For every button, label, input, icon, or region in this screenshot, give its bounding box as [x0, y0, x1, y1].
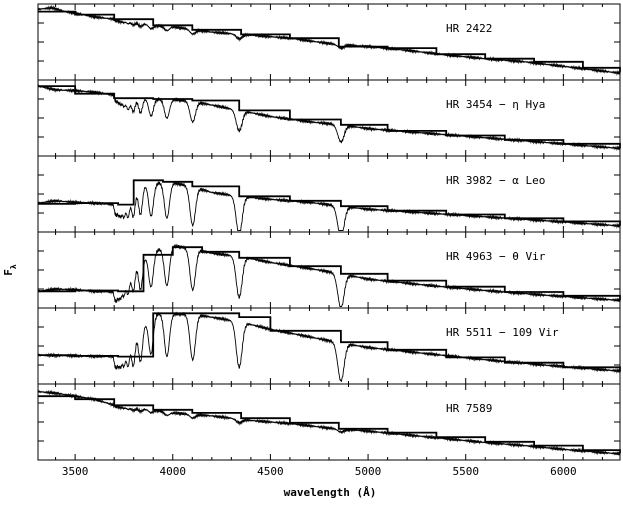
svg-text:Fλ: Fλ: [2, 264, 18, 276]
observed-spectrum: [37, 180, 621, 231]
observed-spectrum: [37, 389, 621, 456]
panel-label: HR 4963 − θ Vir: [446, 250, 546, 263]
panel-1: HR 2422: [37, 3, 621, 81]
y-axis-title-main: F: [2, 269, 15, 276]
panels-group: HR 2422 HR 3454 − η Hya HR 3982 − α Leo HR …: [37, 3, 621, 461]
template-spectrum: [38, 395, 621, 454]
y-axis-title-subscript: λ: [9, 264, 18, 269]
template-spectrum: [38, 246, 621, 301]
x-tick-label: 6000: [550, 465, 577, 478]
y-axis-title: Fλ: [2, 264, 18, 276]
x-axis-title: wavelength (Å): [284, 486, 377, 499]
x-tick-label: 5000: [355, 465, 382, 478]
observed-spectrum: [37, 311, 621, 382]
template-spectrum: [38, 10, 621, 73]
x-tick-labels: 3500 4000 4500 5000 5500 6000: [62, 465, 577, 478]
panel-label: HR 3982 − α Leo: [446, 174, 545, 187]
panel-2: HR 3454 − η Hya: [37, 79, 621, 157]
observed-spectrum: [37, 84, 621, 152]
panel-label: HR 3454 − η Hya: [446, 98, 545, 111]
panel-label: HR 2422: [446, 22, 492, 35]
observed-spectrum: [37, 243, 621, 307]
panel-6: HR 7589: [37, 383, 621, 461]
panel-4: HR 4963 − θ Vir: [37, 231, 621, 309]
panel-3: HR 3982 − α Leo: [37, 155, 621, 233]
panel-label: HR 7589: [446, 402, 492, 415]
template-spectrum: [38, 179, 621, 226]
x-tick-label: 4500: [257, 465, 284, 478]
template-spectrum: [38, 85, 621, 149]
template-spectrum: [38, 312, 621, 372]
panel-frame: [37, 307, 621, 385]
panel-label: HR 5511 − 109 Vir: [446, 326, 559, 339]
x-tick-label: 3500: [62, 465, 89, 478]
observed-spectrum: [37, 4, 621, 76]
x-tick-label: 5500: [452, 465, 479, 478]
panel-5: HR 5511 − 109 Vir: [37, 307, 621, 385]
panel-frame: [37, 231, 621, 309]
panel-frame: [37, 79, 621, 157]
x-tick-label: 4000: [160, 465, 187, 478]
